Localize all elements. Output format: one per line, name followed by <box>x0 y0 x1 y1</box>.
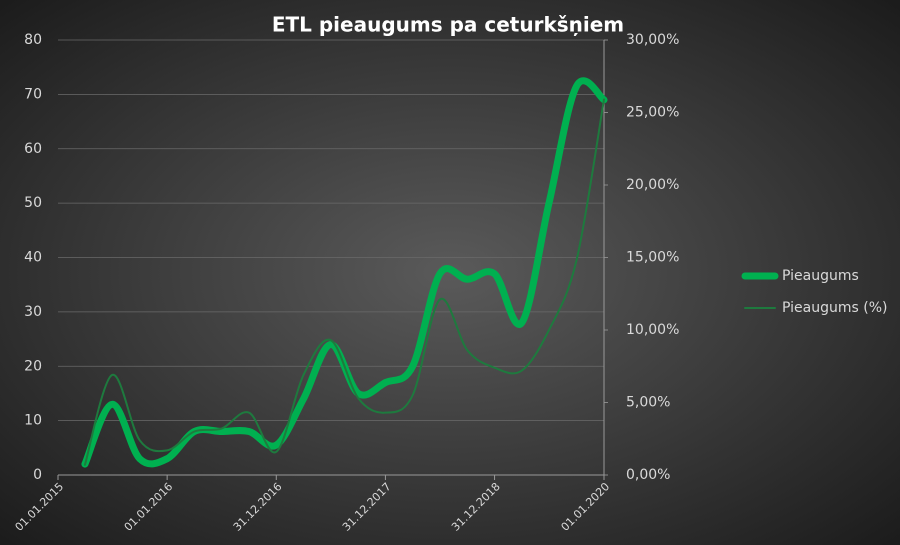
y2-tick-label: 15,00% <box>626 250 679 266</box>
y-tick-label: 10 <box>24 413 42 429</box>
y-tick-label: 60 <box>24 141 42 157</box>
y-tick-label: 0 <box>33 467 42 483</box>
y2-tick-label: 30,00% <box>626 32 679 48</box>
y-tick-label: 80 <box>24 32 42 48</box>
series-line <box>81 77 608 468</box>
legend-label: Pieaugums (%) <box>782 300 887 316</box>
y-tick-label: 70 <box>24 86 42 102</box>
y-tick-label: 20 <box>24 358 42 374</box>
y2-tick-label: 5,00% <box>626 395 670 411</box>
y-tick-label: 50 <box>24 195 42 211</box>
y2-tick-label: 10,00% <box>626 322 679 338</box>
legend-label: Pieaugums <box>782 268 859 284</box>
y-tick-label: 30 <box>24 304 42 320</box>
series-line <box>83 98 605 466</box>
y-tick-label: 40 <box>24 250 42 266</box>
y2-tick-label: 0,00% <box>626 467 670 483</box>
y2-tick-label: 25,00% <box>626 105 679 121</box>
y2-tick-label: 20,00% <box>626 177 679 193</box>
chart-title: ETL pieaugums pa ceturkšņiem <box>272 13 624 37</box>
